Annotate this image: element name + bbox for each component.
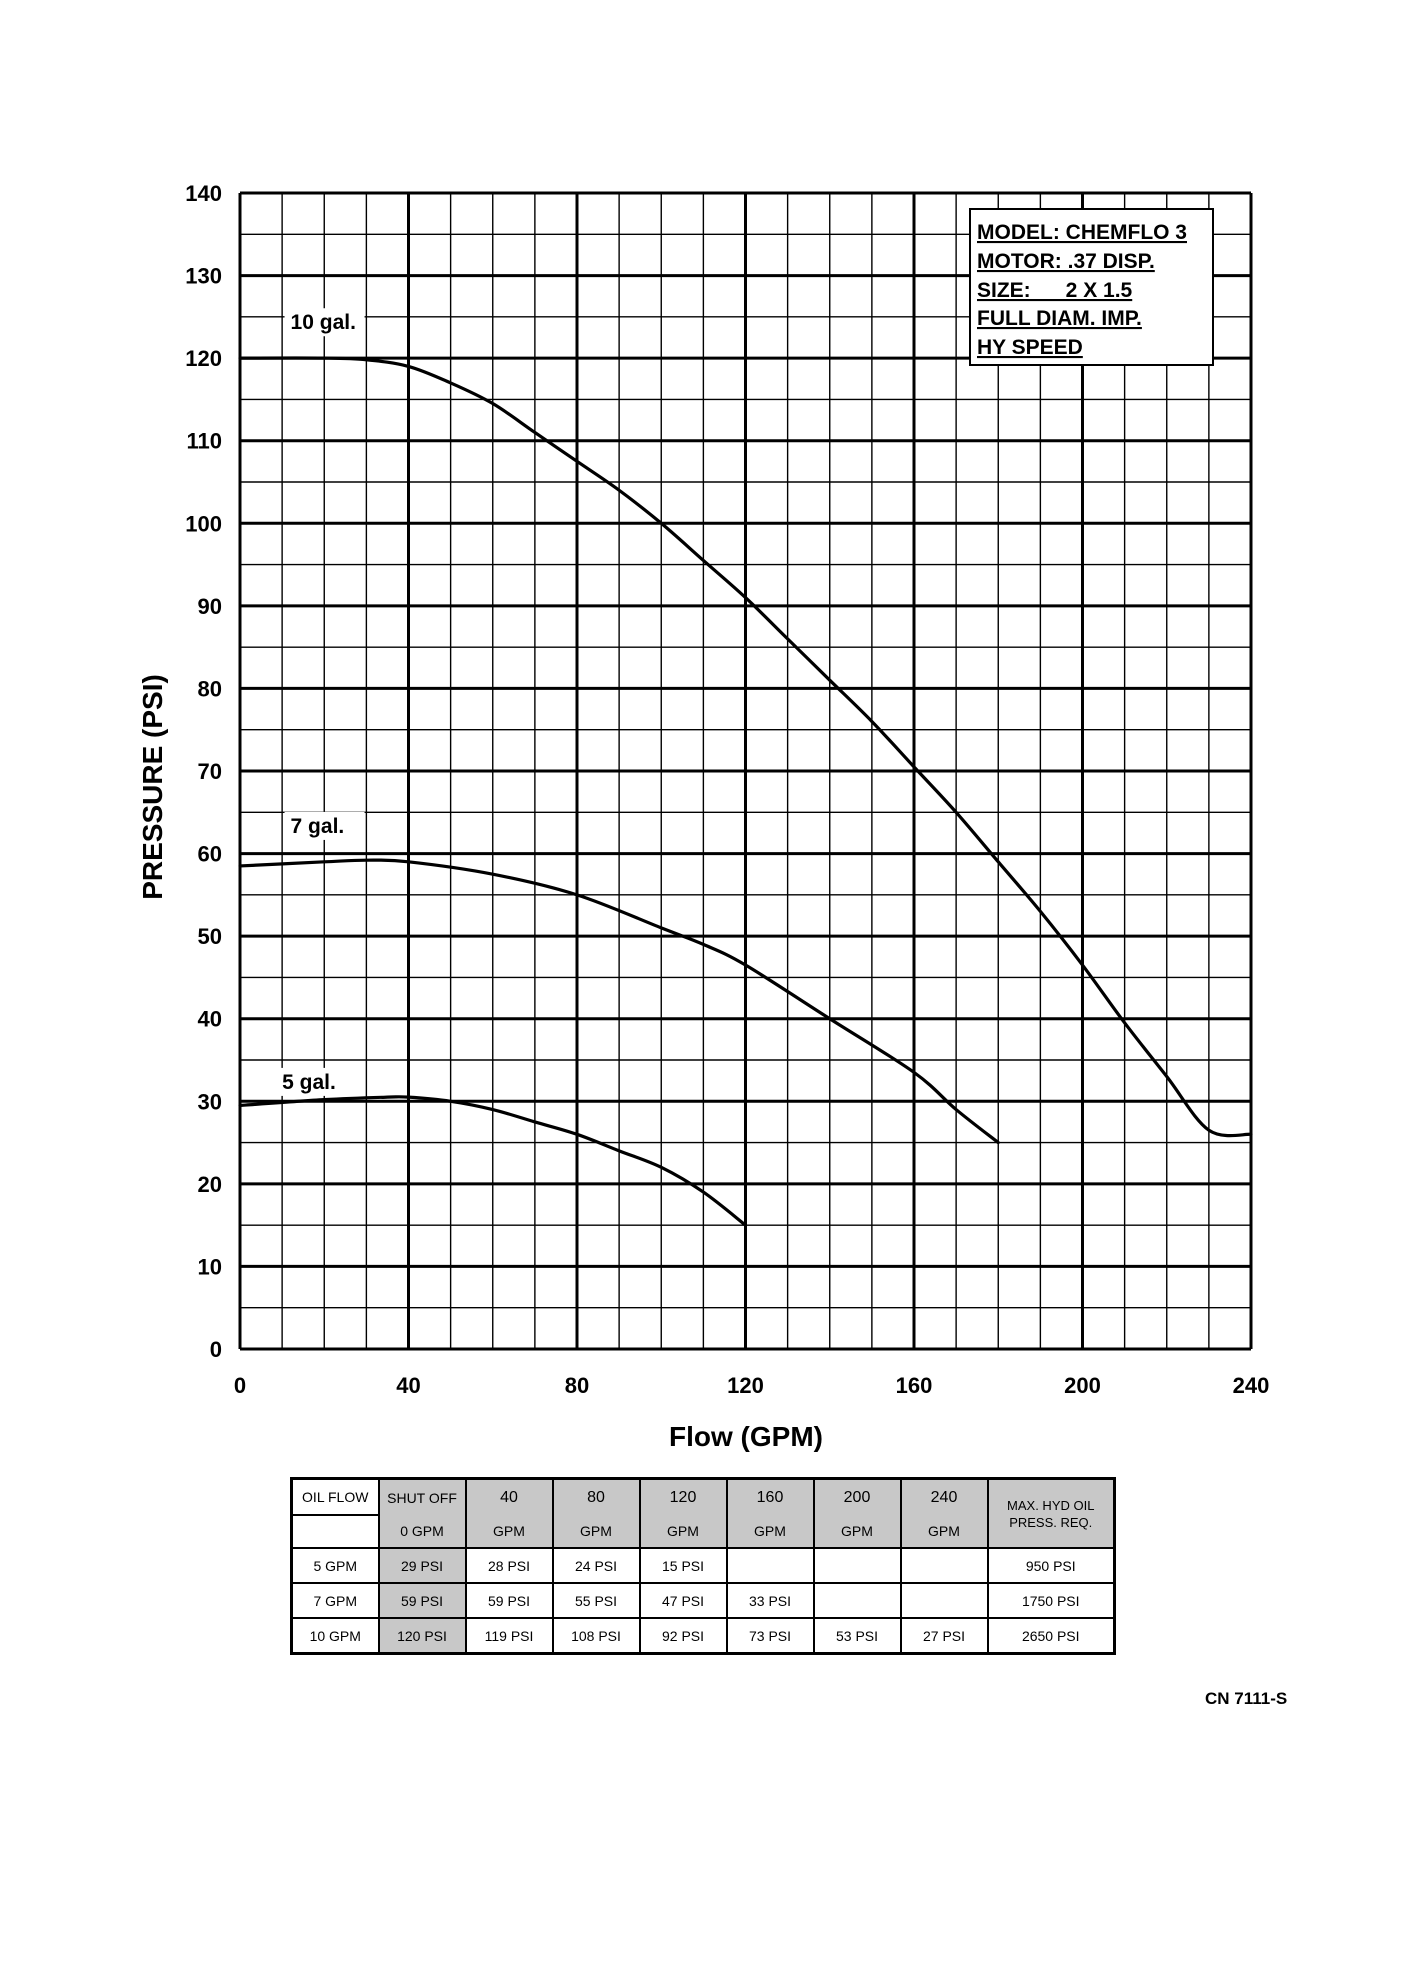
x-tick-label: 240 <box>1233 1373 1270 1398</box>
row-cell: 24 PSI <box>551 1547 641 1584</box>
y-tick-label: 120 <box>185 346 222 371</box>
y-tick-label: 90 <box>198 594 222 619</box>
header-max-hyd-oil: MAX. HYD OIL PRESS. REQ. <box>986 1477 1116 1549</box>
y-tick-label: 40 <box>198 1007 222 1032</box>
header-flow-160: 160 <box>725 1477 815 1515</box>
row-cell <box>899 1547 989 1584</box>
x-tick-label: 0 <box>234 1373 246 1398</box>
row-max-pressure: 1750 PSI <box>986 1582 1116 1619</box>
curve-label-backdrop <box>284 308 365 337</box>
row-cell: 55 PSI <box>551 1582 641 1619</box>
row-cell <box>725 1547 815 1584</box>
row-oil-flow: 7 GPM <box>290 1582 380 1619</box>
y-tick-label: 60 <box>198 842 222 867</box>
curve-label-backdrop <box>284 811 365 840</box>
y-axis-title: PRESSURE (PSI) <box>137 674 168 900</box>
row-shut-off: 29 PSI <box>377 1547 467 1584</box>
row-max-pressure: 2650 PSI <box>986 1617 1116 1655</box>
row-max-pressure: 950 PSI <box>986 1547 1116 1584</box>
row-cell: 73 PSI <box>725 1617 815 1655</box>
y-tick-label: 110 <box>187 429 223 454</box>
info-size: SIZE: 2 X 1.5 <box>977 279 1133 302</box>
table-row: 7 GPM 59 PSI 59 PSI 55 PSI 47 PSI 33 PSI… <box>290 1582 1116 1619</box>
header-gpm-240: GPM <box>899 1515 989 1549</box>
row-shut-off: 59 PSI <box>377 1582 467 1619</box>
x-tick-label: 40 <box>396 1373 420 1398</box>
row-cell: 53 PSI <box>812 1617 902 1655</box>
curve-label: 5 gal. <box>282 1071 336 1094</box>
x-tick-label: 200 <box>1064 1373 1101 1398</box>
row-cell: 108 PSI <box>551 1617 641 1655</box>
y-tick-label: 10 <box>198 1254 222 1279</box>
row-cell: 59 PSI <box>464 1582 554 1619</box>
curve-label: 10 gal. <box>291 311 356 334</box>
row-cell: 47 PSI <box>638 1582 728 1619</box>
header-oil-flow: OIL FLOW <box>290 1477 380 1516</box>
header-gpm-80: GPM <box>551 1515 641 1549</box>
y-tick-label: 100 <box>185 511 222 536</box>
info-impeller: FULL DIAM. IMP. <box>977 307 1142 330</box>
x-tick-label: 80 <box>565 1373 589 1398</box>
info-model: MODEL: CHEMFLO 3 <box>977 221 1187 244</box>
header-flow-80: 80 <box>551 1477 641 1515</box>
row-cell <box>899 1582 989 1619</box>
model-info-box: MODEL: CHEMFLO 3 MOTOR: .37 DISP. SIZE: … <box>969 208 1214 366</box>
major-gridlines <box>238 191 1253 1351</box>
curve-10-gal <box>238 356 1253 1138</box>
row-cell: 119 PSI <box>464 1617 554 1655</box>
table-row: 5 GPM 29 PSI 28 PSI 24 PSI 15 PSI 950 PS… <box>290 1547 1116 1584</box>
row-cell: 15 PSI <box>638 1547 728 1584</box>
row-cell: 33 PSI <box>725 1582 815 1619</box>
curve-label-backdrop <box>276 1067 357 1096</box>
table-row: 10 GPM 120 PSI 119 PSI 108 PSI 92 PSI 73… <box>290 1617 1116 1655</box>
y-tick-label: 80 <box>198 676 222 701</box>
y-tick-label: 20 <box>198 1172 222 1197</box>
header-gpm-200: GPM <box>812 1515 902 1549</box>
curve-5-gal <box>238 1095 748 1227</box>
document-code: CN 7111-S <box>1205 1689 1288 1708</box>
y-tick-label: 30 <box>198 1089 222 1114</box>
curve-labels: 10 gal. 7 gal. 5 gal. <box>276 308 365 1096</box>
y-tick-label: 0 <box>210 1337 222 1362</box>
info-motor: MOTOR: .37 DISP. <box>977 250 1155 273</box>
performance-curves <box>238 356 1253 1227</box>
header-oil-flow-blank <box>290 1514 380 1549</box>
header-shut-off: SHUT OFF <box>377 1477 467 1515</box>
header-max-line2: PRESS. REQ. <box>1009 1514 1093 1530</box>
y-tick-label: 50 <box>198 924 222 949</box>
info-speed: HY SPEED <box>977 336 1083 359</box>
row-cell: 92 PSI <box>638 1617 728 1655</box>
header-gpm-40: GPM <box>464 1515 554 1549</box>
header-max-line1: MAX. HYD OIL <box>1007 1497 1095 1513</box>
row-cell: 27 PSI <box>899 1617 989 1655</box>
curve-7-gal <box>238 858 1000 1145</box>
row-cell <box>812 1582 902 1619</box>
header-gpm-120: GPM <box>638 1515 728 1549</box>
row-oil-flow: 10 GPM <box>290 1617 380 1655</box>
y-tick-label: 130 <box>185 264 222 289</box>
header-flow-120: 120 <box>638 1477 728 1515</box>
y-tick-label: 140 <box>185 181 222 206</box>
x-tick-label: 120 <box>727 1373 764 1398</box>
y-axis-tick-labels: 0 10 20 30 40 50 60 70 80 90 100 110 120 130 140 <box>185 181 222 1362</box>
curve-label: 7 gal. <box>291 815 345 838</box>
row-cell <box>812 1547 902 1584</box>
header-flow-240: 240 <box>899 1477 989 1515</box>
header-flow-200: 200 <box>812 1477 902 1515</box>
row-shut-off: 120 PSI <box>377 1617 467 1655</box>
row-oil-flow: 5 GPM <box>290 1547 380 1584</box>
row-cell: 28 PSI <box>464 1547 554 1584</box>
x-axis-title: Flow (GPM) <box>669 1421 823 1452</box>
y-tick-label: 70 <box>198 759 222 784</box>
x-tick-label: 160 <box>896 1373 933 1398</box>
x-axis-tick-labels: 0 40 80 120 160 200 240 <box>234 1373 1269 1398</box>
performance-table: OIL FLOW SHUT OFF 40 80 120 160 200 240 … <box>290 1477 1116 1655</box>
header-zero-gpm: 0 GPM <box>377 1515 467 1549</box>
header-gpm-160: GPM <box>725 1515 815 1549</box>
header-flow-40: 40 <box>464 1477 554 1515</box>
